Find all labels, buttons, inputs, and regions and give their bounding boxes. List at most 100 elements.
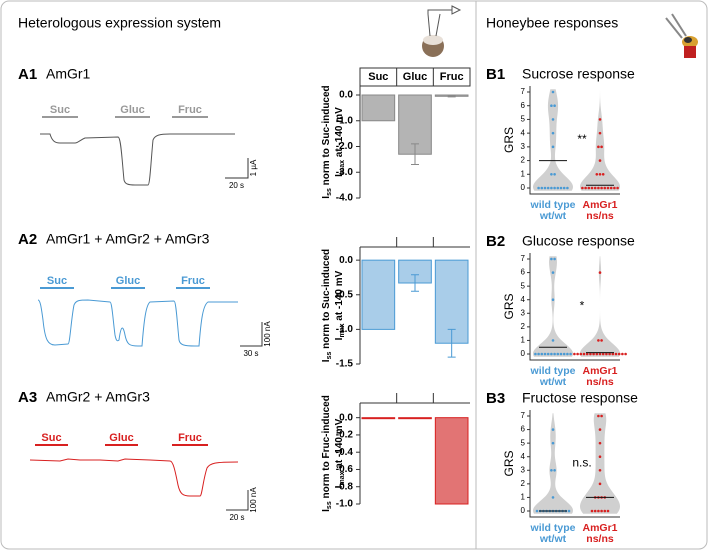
- data-point: [535, 509, 539, 513]
- annotation: *: [580, 299, 585, 313]
- data-point: [598, 482, 602, 486]
- y-tick-label: -0.5: [336, 289, 354, 300]
- data-point: [569, 352, 572, 356]
- y-tick-label: 5: [521, 438, 526, 447]
- y-axis-label: Iss norm to Suc-induced: [321, 249, 334, 362]
- panel-label: A1: [18, 66, 37, 83]
- scale-bar: [225, 158, 249, 179]
- category-label: Suc: [368, 71, 388, 83]
- y-tick-label: 1: [521, 336, 526, 345]
- data-point: [556, 186, 560, 190]
- data-point: [551, 271, 555, 274]
- error-bar: [411, 274, 419, 292]
- data-point: [605, 352, 608, 356]
- data-point: [592, 352, 595, 356]
- data-point: [603, 509, 607, 513]
- data-point: [624, 352, 627, 356]
- data-point: [540, 186, 544, 190]
- y-tick-label: -4.0: [336, 193, 354, 204]
- y-tick-label: 5: [521, 281, 526, 290]
- y-axis-label: Iss norm to Fruc-induced: [321, 395, 334, 512]
- data-point: [551, 298, 555, 302]
- y-axis-label: Imax at -140 mV: [334, 418, 347, 488]
- y-tick-label: 2: [521, 479, 526, 488]
- y-axis-label: Imax at -140 mV: [334, 270, 347, 340]
- y-tick-label: 1: [521, 169, 526, 178]
- data-point: [584, 186, 587, 190]
- data-point: [598, 118, 602, 121]
- panel-title: Sucrose response: [522, 66, 635, 82]
- data-point: [613, 186, 616, 190]
- y-tick-label: 3: [521, 308, 526, 317]
- y-tick-label: 1: [521, 493, 526, 502]
- data-point: [546, 186, 550, 190]
- bee-icon: [665, 13, 698, 58]
- stimulus-label: Gluc: [120, 104, 144, 116]
- category-label: AmGr1: [582, 199, 617, 211]
- category-label: ns/ns: [586, 376, 614, 388]
- data-point: [598, 172, 602, 176]
- category-label: ns/ns: [586, 210, 614, 222]
- category-label: wild type: [530, 365, 576, 377]
- data-point: [598, 428, 602, 431]
- bar: [361, 259, 396, 330]
- scale-bar: [226, 490, 249, 511]
- scale-x-label: 20 s: [229, 513, 244, 522]
- data-point: [551, 131, 555, 135]
- data-point: [598, 441, 602, 445]
- data-point: [590, 186, 594, 190]
- panel-label: A3: [18, 389, 37, 406]
- category-label: wt/wt: [539, 533, 567, 545]
- data-point: [597, 414, 600, 418]
- y-tick-label: -0.8: [336, 481, 354, 492]
- scale-y-label: 100 nA: [263, 321, 272, 347]
- data-point: [553, 468, 556, 472]
- bar: [434, 417, 469, 505]
- panel-label: A2: [18, 231, 37, 248]
- data-point: [537, 186, 540, 190]
- annotation: n.s.: [572, 456, 591, 470]
- category-label: AmGr1: [582, 365, 617, 377]
- data-point: [550, 468, 553, 472]
- y-tick-label: 4: [521, 452, 526, 461]
- data-point: [616, 186, 619, 190]
- scale-x-label: 20 s: [229, 181, 244, 190]
- data-point: [598, 131, 602, 135]
- data-point: [551, 145, 555, 149]
- data-point: [551, 496, 555, 499]
- data-point: [600, 145, 603, 149]
- data-point: [582, 352, 586, 356]
- data-point: [551, 428, 555, 431]
- y-tick-label: -0.4: [336, 447, 354, 458]
- data-point: [553, 352, 556, 356]
- violin: [533, 413, 573, 514]
- label-part: I: [321, 509, 332, 512]
- y-tick-label: 6: [521, 268, 526, 277]
- data-point: [550, 172, 553, 176]
- data-point: [576, 352, 579, 356]
- subscript: max: [339, 471, 346, 485]
- data-point: [585, 352, 589, 356]
- error-bar: [447, 95, 456, 98]
- violin: [533, 89, 573, 191]
- axes: [529, 86, 620, 195]
- y-tick-label: 2: [521, 322, 526, 331]
- y-tick-label: 7: [521, 254, 526, 263]
- data-point: [617, 352, 621, 356]
- data-point: [593, 186, 597, 190]
- label-part: at -140 mV: [334, 270, 345, 323]
- data-point: [597, 509, 600, 513]
- data-point: [556, 352, 560, 356]
- category-label: Gluc: [403, 71, 427, 83]
- data-point: [579, 352, 583, 356]
- y-tick-label: 4: [521, 128, 526, 137]
- stimulus-label: Fruc: [178, 432, 202, 444]
- data-point: [573, 352, 576, 356]
- data-point: [590, 509, 594, 513]
- panel-label: B2: [486, 233, 505, 250]
- label-part: at -140 mV: [334, 418, 345, 471]
- panel-title: Glucose response: [522, 233, 635, 249]
- data-point: [550, 104, 553, 108]
- data-point: [597, 186, 600, 190]
